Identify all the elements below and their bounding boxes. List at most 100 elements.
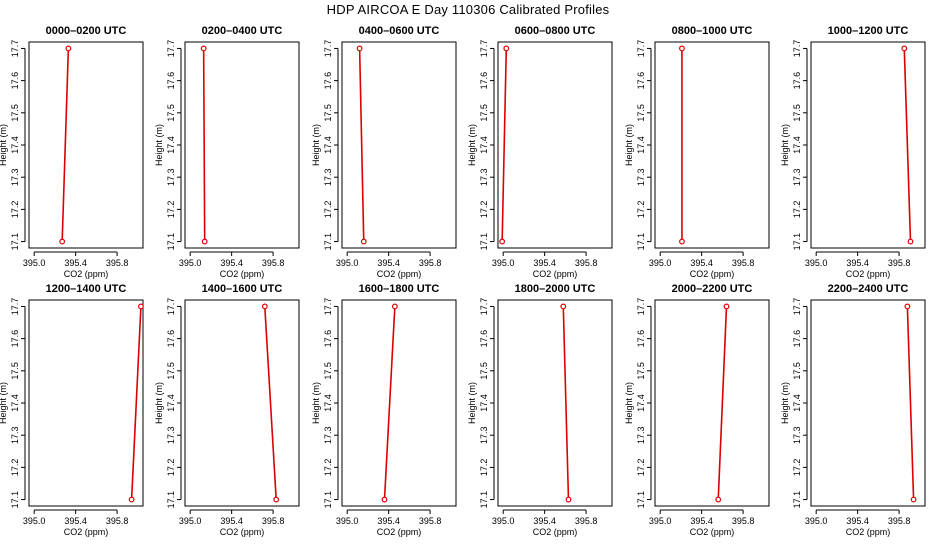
y-tick-label: 17.7 bbox=[792, 40, 802, 58]
y-tick-label: 17.5 bbox=[323, 362, 333, 380]
y-tick-label: 17.5 bbox=[792, 362, 802, 380]
plot-frame bbox=[654, 299, 770, 507]
y-tick-label: 17.7 bbox=[166, 40, 176, 58]
plot-frame bbox=[341, 41, 457, 249]
y-tick-label: 17.2 bbox=[166, 201, 176, 219]
y-tick-label: 17.3 bbox=[792, 426, 802, 444]
data-point bbox=[261, 303, 268, 310]
x-axis-label: CO2 (ppm) bbox=[690, 527, 735, 537]
y-tick-label: 17.6 bbox=[636, 72, 646, 90]
data-point bbox=[201, 238, 208, 245]
y-axis-label: Height (m) bbox=[780, 382, 790, 424]
x-axis-label: CO2 (ppm) bbox=[377, 269, 422, 279]
y-tick-label: 17.5 bbox=[166, 104, 176, 122]
data-point bbox=[679, 238, 685, 245]
panel-title: 0000–0200 UTC bbox=[46, 25, 127, 37]
x-tick-label: 395.0 bbox=[649, 258, 672, 268]
y-tick-label: 17.6 bbox=[166, 72, 176, 90]
y-tick-label: 17.4 bbox=[636, 394, 646, 412]
y-tick-label: 17.7 bbox=[792, 298, 802, 316]
x-tick-label: 395.0 bbox=[649, 516, 672, 526]
panel-title: 1400–1600 UTC bbox=[202, 283, 283, 295]
y-tick-label: 17.1 bbox=[636, 491, 646, 509]
data-point bbox=[679, 45, 685, 52]
y-tick-label: 17.7 bbox=[636, 40, 646, 58]
plot-frame bbox=[184, 299, 300, 507]
series-line bbox=[562, 306, 570, 500]
y-axis-label: Height (m) bbox=[624, 124, 634, 166]
y-tick-label: 17.3 bbox=[479, 168, 489, 186]
y-tick-label: 17.6 bbox=[166, 330, 176, 348]
y-tick-label: 17.4 bbox=[792, 394, 802, 412]
y-tick-label: 17.2 bbox=[636, 201, 646, 219]
y-axis-label: Height (m) bbox=[467, 124, 477, 166]
y-tick-label: 17.3 bbox=[166, 168, 176, 186]
data-point bbox=[200, 45, 207, 52]
x-tick-label: 395.4 bbox=[846, 516, 869, 526]
data-point bbox=[360, 238, 367, 245]
x-tick-label: 395.8 bbox=[419, 258, 442, 268]
data-point bbox=[59, 238, 66, 245]
x-tick-label: 395.8 bbox=[419, 516, 442, 526]
panel-title: 1800–2000 UTC bbox=[515, 283, 596, 295]
y-tick-label: 17.5 bbox=[323, 104, 333, 122]
panel-title: 0200–0400 UTC bbox=[202, 25, 283, 37]
y-tick-label: 17.4 bbox=[323, 136, 333, 154]
plot-frame bbox=[497, 41, 613, 249]
y-tick-label: 17.2 bbox=[636, 459, 646, 477]
x-tick-label: 395.8 bbox=[106, 258, 129, 268]
y-axis-label: Height (m) bbox=[624, 382, 634, 424]
y-tick-label: 17.2 bbox=[479, 201, 489, 219]
y-tick-label: 17.1 bbox=[323, 233, 333, 251]
panel-title: 0400–0600 UTC bbox=[359, 25, 440, 37]
data-point bbox=[503, 45, 510, 52]
x-tick-label: 395.8 bbox=[888, 516, 911, 526]
x-axis-label: CO2 (ppm) bbox=[220, 527, 265, 537]
x-tick-label: 395.8 bbox=[575, 258, 598, 268]
data-point bbox=[138, 303, 144, 310]
y-tick-label: 17.6 bbox=[636, 330, 646, 348]
y-tick-label: 17.5 bbox=[479, 104, 489, 122]
y-axis-label: Height (m) bbox=[0, 382, 8, 424]
y-tick-label: 17.4 bbox=[479, 136, 489, 154]
series-line bbox=[358, 48, 365, 242]
y-tick-label: 17.3 bbox=[323, 426, 333, 444]
x-axis-label: CO2 (ppm) bbox=[533, 527, 578, 537]
x-tick-label: 395.0 bbox=[805, 516, 828, 526]
y-tick-label: 17.3 bbox=[10, 168, 20, 186]
x-tick-label: 395.0 bbox=[23, 516, 46, 526]
y-tick-label: 17.1 bbox=[166, 233, 176, 251]
y-tick-label: 17.2 bbox=[792, 201, 802, 219]
y-tick-label: 17.7 bbox=[323, 298, 333, 316]
x-tick-label: 395.8 bbox=[575, 516, 598, 526]
series-line bbox=[717, 306, 728, 500]
y-tick-label: 17.6 bbox=[792, 330, 802, 348]
y-axis-label: Height (m) bbox=[0, 124, 8, 166]
y-tick-label: 17.1 bbox=[166, 491, 176, 509]
x-tick-label: 395.0 bbox=[336, 516, 359, 526]
plot-frame bbox=[810, 41, 926, 249]
y-tick-label: 17.7 bbox=[323, 40, 333, 58]
y-tick-label: 17.3 bbox=[479, 426, 489, 444]
series-line bbox=[501, 48, 508, 242]
y-tick-label: 17.4 bbox=[166, 136, 176, 154]
x-axis-label: CO2 (ppm) bbox=[64, 269, 109, 279]
y-tick-label: 17.7 bbox=[10, 40, 20, 58]
panel-title: 0800–1000 UTC bbox=[672, 25, 753, 37]
plot-frame bbox=[654, 41, 770, 249]
x-tick-label: 395.4 bbox=[220, 516, 243, 526]
y-axis-label: Height (m) bbox=[311, 382, 321, 424]
y-tick-label: 17.2 bbox=[10, 201, 20, 219]
data-point bbox=[499, 238, 506, 245]
x-tick-label: 395.4 bbox=[377, 516, 400, 526]
y-tick-label: 17.6 bbox=[323, 72, 333, 90]
data-point bbox=[565, 496, 572, 503]
y-tick-label: 17.2 bbox=[323, 459, 333, 477]
x-tick-label: 395.8 bbox=[888, 258, 911, 268]
